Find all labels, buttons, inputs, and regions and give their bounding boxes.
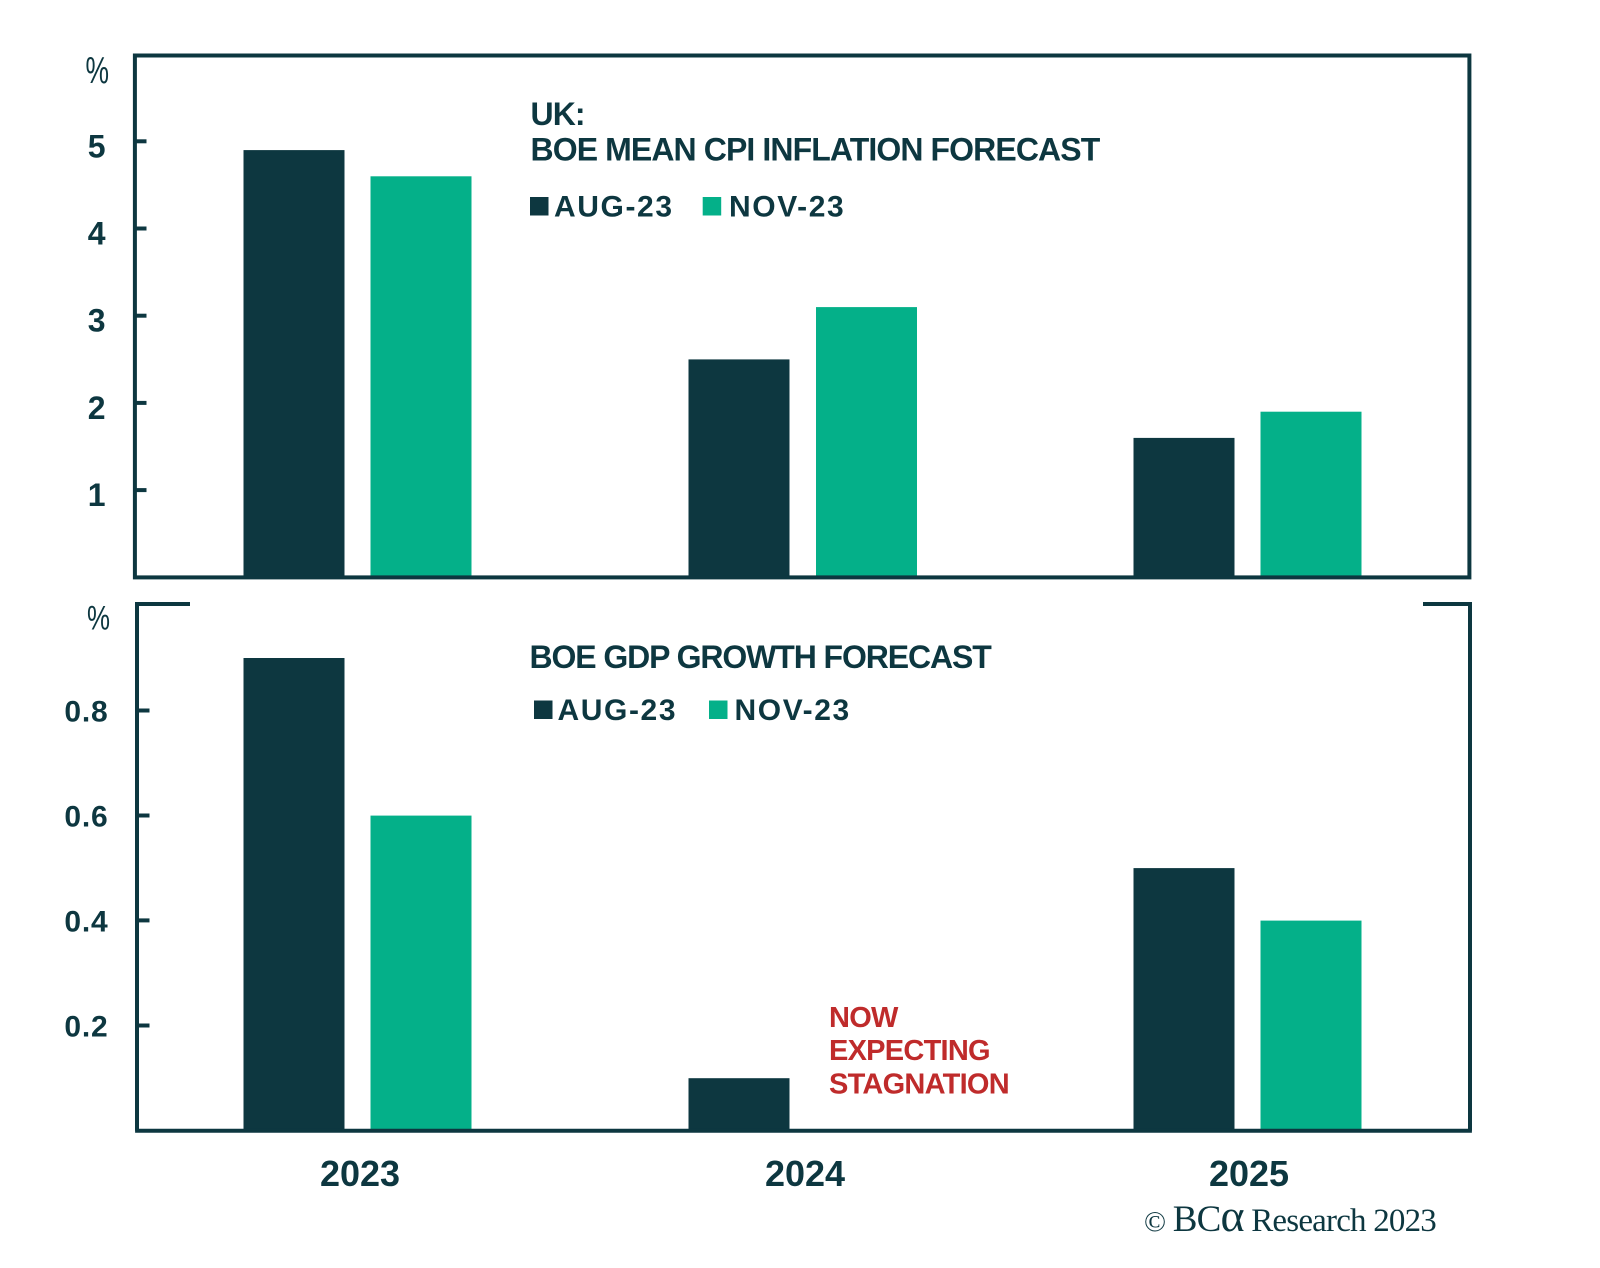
svg-text:EXPECTING: EXPECTING bbox=[829, 1035, 990, 1067]
svg-text:0.8: 0.8 bbox=[64, 696, 108, 729]
svg-text:AUG-23: AUG-23 bbox=[554, 191, 674, 224]
svg-text:0.2: 0.2 bbox=[64, 1011, 108, 1044]
svg-text:© BCα Research 2023: © BCα Research 2023 bbox=[1144, 1190, 1436, 1241]
svg-text:%: % bbox=[87, 599, 110, 637]
svg-text:BOE MEAN CPI INFLATION FORECAS: BOE MEAN CPI INFLATION FORECAST bbox=[531, 132, 1101, 168]
svg-text:AUG-23: AUG-23 bbox=[558, 694, 678, 727]
svg-text:1: 1 bbox=[88, 477, 106, 513]
svg-text:BOE GDP GROWTH FORECAST: BOE GDP GROWTH FORECAST bbox=[530, 639, 993, 675]
svg-text:%: % bbox=[86, 50, 110, 92]
svg-text:NOV-23: NOV-23 bbox=[735, 694, 851, 727]
svg-text:2025: 2025 bbox=[1209, 1153, 1289, 1194]
svg-text:2: 2 bbox=[88, 390, 106, 426]
svg-text:3: 3 bbox=[88, 303, 106, 339]
svg-text:2024: 2024 bbox=[765, 1153, 845, 1194]
svg-text:NOV-23: NOV-23 bbox=[729, 191, 845, 224]
svg-text:UK:: UK: bbox=[531, 96, 585, 132]
svg-text:5: 5 bbox=[88, 128, 106, 164]
svg-text:2023: 2023 bbox=[320, 1153, 400, 1194]
svg-text:0.6: 0.6 bbox=[64, 801, 108, 834]
svg-text:4: 4 bbox=[88, 216, 106, 252]
svg-text:0.4: 0.4 bbox=[64, 905, 108, 938]
svg-text:NOW: NOW bbox=[829, 1002, 899, 1034]
svg-text:STAGNATION: STAGNATION bbox=[829, 1069, 1009, 1101]
